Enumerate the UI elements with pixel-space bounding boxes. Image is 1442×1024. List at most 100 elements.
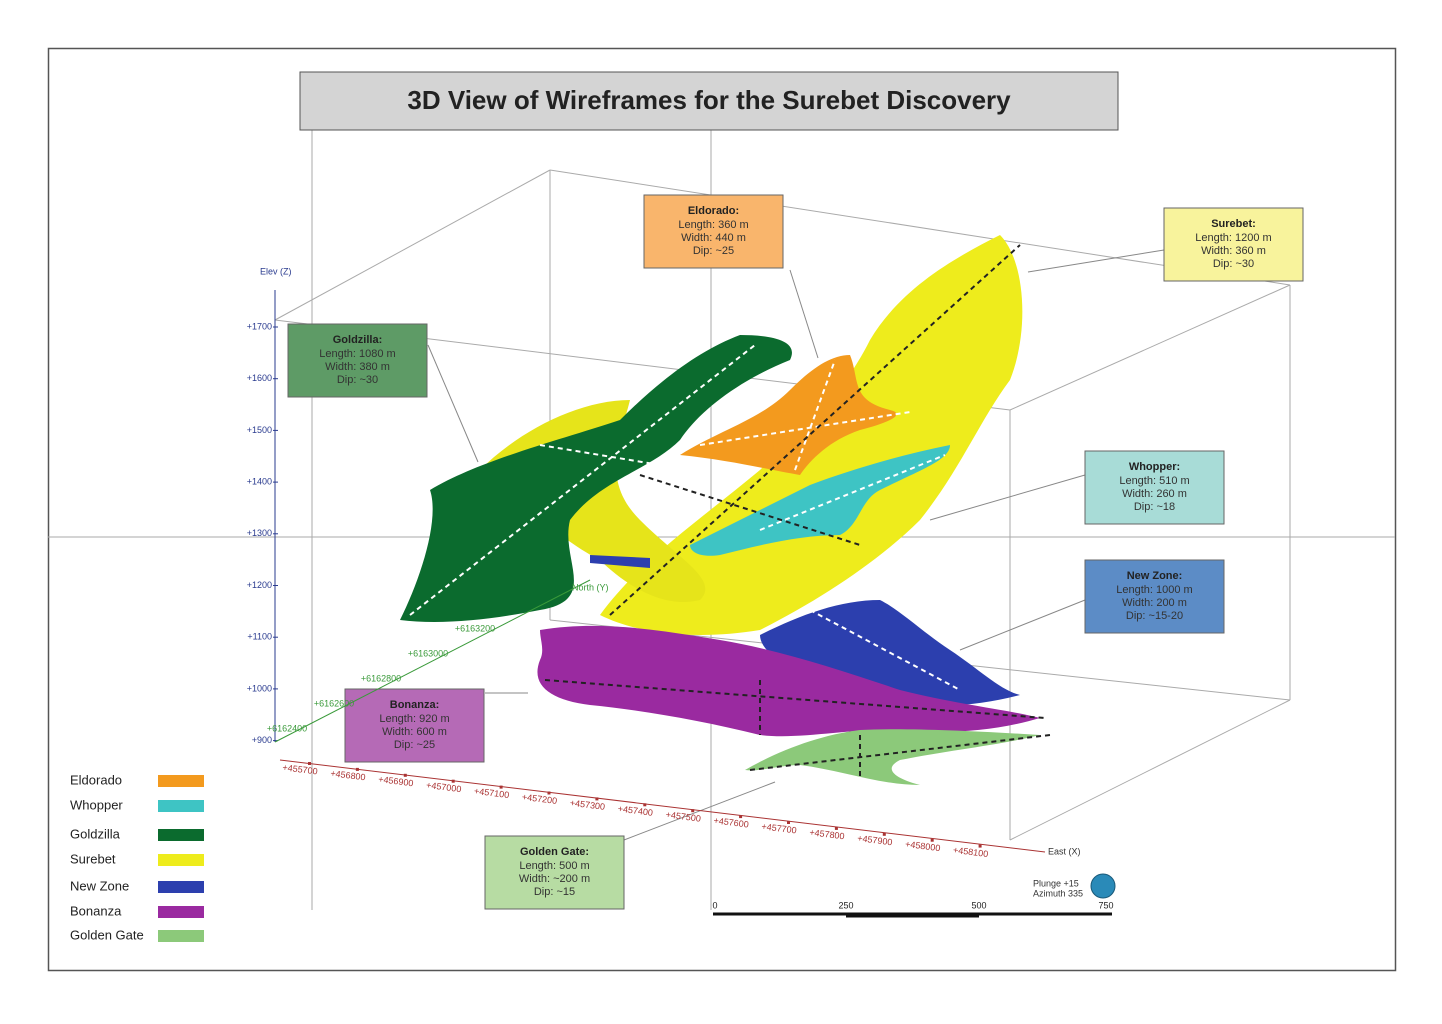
orientation-globe [1090, 873, 1116, 899]
eldorado-body [680, 355, 897, 475]
info-length: Length: 1080 m [319, 348, 395, 360]
legend-label: Whopper [70, 797, 123, 812]
pointer-line [427, 344, 479, 463]
elev-tick-label: +1700 [247, 321, 272, 331]
north-label: North (Y) [572, 582, 609, 592]
info-dip: Dip: ~25 [693, 245, 734, 257]
east-label: East (X) [1048, 846, 1081, 856]
east-tick-label: +457000 [426, 780, 462, 794]
elev-tick-label: +900 [252, 735, 272, 745]
elev-tick-label: +1200 [247, 580, 272, 590]
east-tick [499, 785, 503, 789]
north-tick-label: +6162400 [267, 723, 307, 733]
info-heading: Eldorado: [688, 205, 739, 217]
info-dip: Dip: ~25 [394, 739, 435, 751]
north-tick-label: +6163000 [408, 648, 448, 658]
info-length: Length: 500 m [519, 860, 589, 872]
new-zone-fragment [590, 555, 650, 568]
whopper-body [690, 445, 950, 556]
dimension-arrows-dark [544, 244, 1051, 780]
elev-tick-label: +1000 [247, 683, 272, 693]
elev-tick-label: +1500 [247, 425, 272, 435]
north-axis [274, 579, 591, 743]
info-dip: Dip: ~30 [337, 374, 378, 386]
legend-swatch [158, 775, 204, 787]
east-tick [643, 803, 647, 807]
east-tick-label: +457600 [713, 815, 749, 829]
legend-swatch [158, 930, 204, 942]
pointer-line [623, 781, 776, 841]
legend-swatch [158, 881, 204, 893]
view-plunge: Plunge +15 [1033, 878, 1079, 888]
legend-label: Bonanza [70, 903, 122, 918]
info-dip: Dip: ~15-20 [1126, 610, 1183, 622]
elev-tick-label: +1600 [247, 373, 272, 383]
east-tick [547, 791, 551, 795]
info-heading: New Zone: [1127, 570, 1183, 582]
east-axis [279, 759, 1046, 853]
legend-label: Surebet [70, 851, 116, 866]
east-tick-label: +458100 [953, 845, 989, 859]
east-tick-label: +457300 [569, 798, 605, 812]
info-box [1084, 450, 1225, 525]
legend-label: Eldorado [70, 772, 122, 787]
north-tick-label: +6162800 [361, 673, 401, 683]
east-tick-label: +457100 [474, 786, 510, 800]
north-tick-label: +6162600 [314, 698, 354, 708]
legend-swatch [158, 829, 204, 841]
east-tick [451, 779, 455, 783]
info-box [1084, 559, 1225, 634]
east-tick [882, 832, 886, 836]
east-tick-label: +456900 [378, 774, 414, 788]
info-box [643, 194, 784, 269]
info-width: Width: 200 m [1122, 597, 1187, 609]
info-width: Width: 360 m [1201, 245, 1266, 257]
info-length: Length: 1200 m [1195, 232, 1271, 244]
info-width: Width: 380 m [325, 361, 390, 373]
pointer-line [1027, 249, 1165, 273]
info-heading: Surebet: [1211, 218, 1256, 230]
scale-label: 500 [971, 900, 986, 910]
info-box [344, 688, 485, 763]
info-width: Width: 440 m [681, 232, 746, 244]
legend-label: Goldzilla [70, 826, 121, 841]
pointer-line [959, 599, 1086, 651]
info-length: Length: 510 m [1119, 475, 1189, 487]
dimension-arrows [409, 344, 961, 691]
golden-gate-body [745, 729, 1040, 785]
elev-tick-label: +1300 [247, 528, 272, 538]
east-tick [355, 767, 359, 771]
east-tick [308, 762, 311, 765]
legend-swatch [158, 800, 204, 812]
info-dip: Dip: ~30 [1213, 258, 1254, 270]
info-width: Width: 260 m [1122, 488, 1187, 500]
east-tick-label: +457400 [617, 804, 653, 818]
info-heading: Golden Gate: [520, 846, 589, 858]
legend-label: Golden Gate [70, 927, 144, 942]
east-tick [834, 826, 838, 830]
east-tick [930, 838, 934, 842]
pointer-line [789, 269, 819, 359]
east-tick [787, 821, 790, 824]
info-heading: Bonanza: [390, 699, 440, 711]
north-tick-label: +6163200 [455, 623, 495, 633]
east-tick [595, 797, 599, 801]
info-width: Width: 600 m [382, 726, 447, 738]
legend-swatch [158, 854, 204, 866]
elev-tick-label: +1400 [247, 476, 272, 486]
east-tick-label: +457500 [665, 809, 701, 823]
east-tick-label: +456800 [330, 768, 366, 782]
east-tick [403, 773, 407, 777]
title-box [299, 71, 1119, 131]
east-tick-label: +458000 [905, 839, 941, 853]
east-tick-label: +457800 [809, 827, 845, 841]
info-heading: Goldzilla: [333, 334, 383, 346]
east-tick [691, 809, 695, 813]
title: 3D View of Wireframes for the Surebet Di… [407, 85, 1011, 115]
frame [47, 47, 1397, 972]
goldzilla-body [400, 335, 792, 622]
east-tick-label: +455700 [282, 762, 318, 776]
east-tick [978, 844, 982, 848]
pointer-line [929, 474, 1086, 521]
